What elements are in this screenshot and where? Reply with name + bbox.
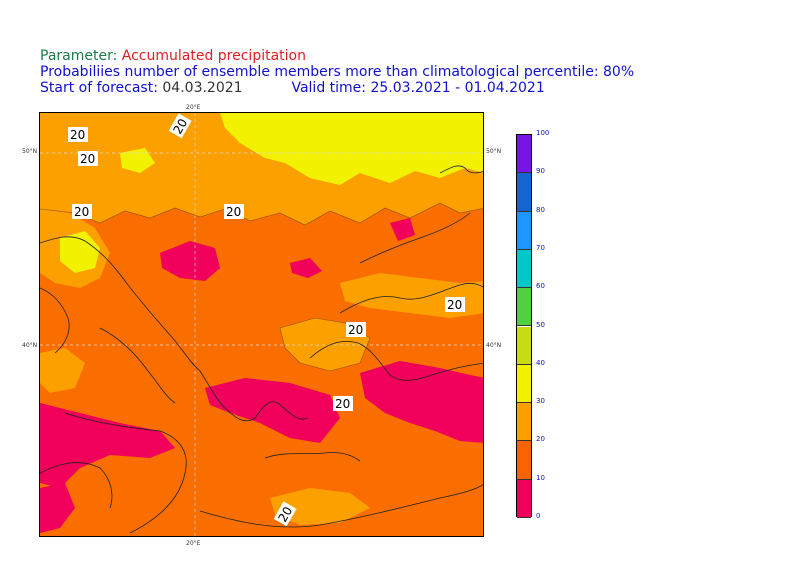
colorbar-tick-label: 70 — [536, 243, 545, 252]
band-30-40-north — [220, 113, 483, 185]
lon-20-top: 20°E — [186, 104, 201, 111]
colorbar-segment — [517, 288, 531, 327]
valid-value: 25.03.2021 - 01.04.2021 — [370, 80, 545, 96]
start-value: 04.03.2021 — [162, 80, 243, 96]
contour-label: 20 — [226, 205, 241, 219]
valid-label: Valid time: — [291, 80, 367, 96]
coastlines — [40, 165, 483, 534]
colorbar-segment — [517, 211, 531, 250]
map-svg: 20 20 20 20 20 20 20 20 20 — [40, 113, 483, 536]
contour-label: 20 — [74, 205, 89, 219]
band-0-10-carpathian — [390, 218, 415, 241]
probability-line: Probabiliies number of ensemble members … — [40, 64, 635, 80]
contour-label: 20 — [70, 128, 85, 142]
colorbar — [516, 134, 532, 518]
colorbar-tick-label: 30 — [536, 397, 545, 406]
contour-label: 20 — [348, 323, 363, 337]
colorbar-tick-label: 20 — [536, 435, 545, 444]
contour-label: 20 — [275, 504, 295, 524]
colorbar-segment — [517, 173, 531, 212]
forecast-time-line: Start of forecast: 04.03.2021 Valid time… — [40, 80, 545, 96]
colorbar-tick-label: 80 — [536, 205, 545, 214]
colorbar-segment — [517, 249, 531, 289]
lat-40-right: 40°N — [486, 342, 502, 349]
contour-label: 20 — [80, 152, 95, 166]
colorbar-segment — [517, 135, 531, 174]
colorbar-tick-label: 90 — [536, 167, 545, 176]
parameter-line: Parameter: Accumulated precipitation — [40, 48, 306, 64]
colorbar-segment — [517, 479, 531, 518]
band-30-40-northwest — [60, 231, 100, 273]
colorbar-segment — [517, 441, 531, 480]
band-20-30-south — [270, 488, 370, 525]
colorbar-segment — [517, 326, 531, 365]
colorbar-tick-label: 60 — [536, 282, 545, 291]
band-0-10-greece — [205, 378, 340, 443]
band-0-10-balkans — [160, 241, 220, 281]
band-30-40-north-small — [120, 148, 155, 173]
contour-label: 20 — [335, 397, 350, 411]
colorbar-tick-label: 10 — [536, 473, 545, 482]
contour-label: 20 — [447, 298, 462, 312]
band-0-10-small-1 — [290, 258, 322, 278]
band-20-30-west — [40, 348, 85, 393]
colorbar-tick-label: 50 — [536, 320, 545, 329]
colorbar-tick-label: 100 — [536, 129, 550, 137]
colorbar-segment — [517, 364, 531, 404]
contour-label-group: 20 20 20 20 20 20 20 20 20 — [68, 113, 465, 527]
band-0-10-tunisia — [40, 483, 75, 533]
precipitation-map: 20 20 20 20 20 20 20 20 20 — [39, 112, 484, 537]
contour-lines — [40, 202, 483, 372]
colorbar-tick-label: 40 — [536, 358, 545, 367]
lon-20-bottom: 20°E — [186, 540, 201, 547]
contour-label: 20 — [170, 116, 190, 136]
colorbar-segment — [517, 403, 531, 442]
band-0-10-southwest — [40, 403, 175, 488]
lat-50-right: 50°N — [486, 148, 502, 155]
start-label: Start of forecast: — [40, 80, 158, 96]
band-0-10-turkey-east — [360, 361, 483, 443]
colorbar-tick-label: 0 — [536, 512, 541, 520]
parameter-value: Accumulated precipitation — [121, 48, 306, 64]
lat-50-left: 50°N — [22, 148, 38, 155]
lat-40-left: 40°N — [22, 342, 38, 349]
parameter-label: Parameter: — [40, 48, 118, 64]
